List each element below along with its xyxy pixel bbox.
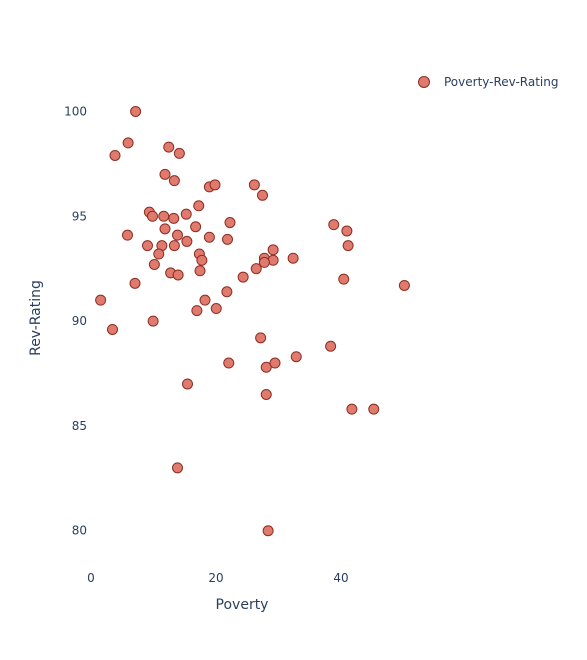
legend-item-label: Poverty-Rev-Rating xyxy=(444,75,558,89)
y-tick-label: 100 xyxy=(64,104,87,118)
data-point[interactable] xyxy=(237,271,249,283)
data-point[interactable] xyxy=(168,212,180,224)
data-point[interactable] xyxy=(258,256,270,268)
data-point[interactable] xyxy=(193,200,205,212)
data-point[interactable] xyxy=(163,141,175,153)
data-point[interactable] xyxy=(172,229,183,241)
data-point[interactable] xyxy=(290,351,302,363)
data-point[interactable] xyxy=(203,231,215,243)
data-point[interactable] xyxy=(190,221,202,233)
data-point[interactable] xyxy=(325,340,337,352)
y-tick-label: 85 xyxy=(72,419,87,433)
data-point[interactable] xyxy=(153,248,165,260)
data-point[interactable] xyxy=(168,175,180,187)
legend-marker xyxy=(418,76,430,88)
data-point[interactable] xyxy=(255,332,267,344)
data-point[interactable] xyxy=(168,240,180,252)
data-point[interactable] xyxy=(260,361,272,373)
data-point[interactable] xyxy=(158,210,170,222)
data-point[interactable] xyxy=(222,233,233,245)
data-point[interactable] xyxy=(159,223,171,235)
data-point[interactable] xyxy=(147,210,158,222)
x-axis-title: Poverty xyxy=(216,597,269,613)
data-point[interactable] xyxy=(95,294,107,306)
x-tick-label: 20 xyxy=(208,571,223,585)
data-point[interactable] xyxy=(122,137,134,149)
data-point[interactable] xyxy=(194,265,206,277)
data-point[interactable] xyxy=(182,378,193,390)
scatter-points xyxy=(95,105,410,537)
data-point[interactable] xyxy=(109,149,121,161)
data-point[interactable] xyxy=(257,189,268,201)
data-point[interactable] xyxy=(269,357,281,369)
data-point[interactable] xyxy=(248,179,260,191)
data-point[interactable] xyxy=(341,225,353,237)
data-point[interactable] xyxy=(147,315,159,327)
data-point[interactable] xyxy=(210,303,222,315)
data-point[interactable] xyxy=(172,269,184,281)
data-point[interactable] xyxy=(159,168,171,180)
data-point[interactable] xyxy=(148,258,160,270)
data-point[interactable] xyxy=(129,277,141,289)
data-point[interactable] xyxy=(368,403,380,415)
data-point[interactable] xyxy=(122,229,133,241)
data-point[interactable] xyxy=(398,279,410,291)
data-point[interactable] xyxy=(191,305,203,317)
data-point[interactable] xyxy=(338,273,350,285)
data-point[interactable] xyxy=(142,240,153,252)
data-point[interactable] xyxy=(173,147,185,159)
data-point[interactable] xyxy=(209,179,221,191)
legend[interactable]: Poverty-Rev-Rating xyxy=(418,75,559,89)
data-point[interactable] xyxy=(172,462,183,474)
x-tick-label: 40 xyxy=(333,571,348,585)
data-point[interactable] xyxy=(342,240,354,252)
data-point[interactable] xyxy=(262,525,274,537)
data-point[interactable] xyxy=(267,244,279,256)
data-point[interactable] xyxy=(196,254,208,266)
data-point[interactable] xyxy=(250,263,262,275)
data-point[interactable] xyxy=(107,323,118,335)
data-point[interactable] xyxy=(224,217,236,229)
y-axis-title: Rev-Rating xyxy=(28,280,44,356)
data-point[interactable] xyxy=(181,235,193,247)
x-tick-label: 0 xyxy=(87,571,95,585)
y-tick-label: 80 xyxy=(72,524,87,538)
data-point[interactable] xyxy=(221,286,233,298)
data-point[interactable] xyxy=(180,208,192,220)
data-point[interactable] xyxy=(328,219,340,231)
data-point[interactable] xyxy=(130,105,142,117)
data-point[interactable] xyxy=(287,252,299,264)
y-tick-label: 90 xyxy=(72,314,87,328)
data-point[interactable] xyxy=(223,357,235,369)
y-axis-ticks: 80 85 90 95 100 xyxy=(64,104,87,537)
data-point[interactable] xyxy=(260,388,272,400)
data-point[interactable] xyxy=(346,403,358,415)
data-point[interactable] xyxy=(199,294,211,306)
x-axis-ticks: 0 20 40 xyxy=(87,571,348,585)
y-tick-label: 95 xyxy=(72,209,87,223)
